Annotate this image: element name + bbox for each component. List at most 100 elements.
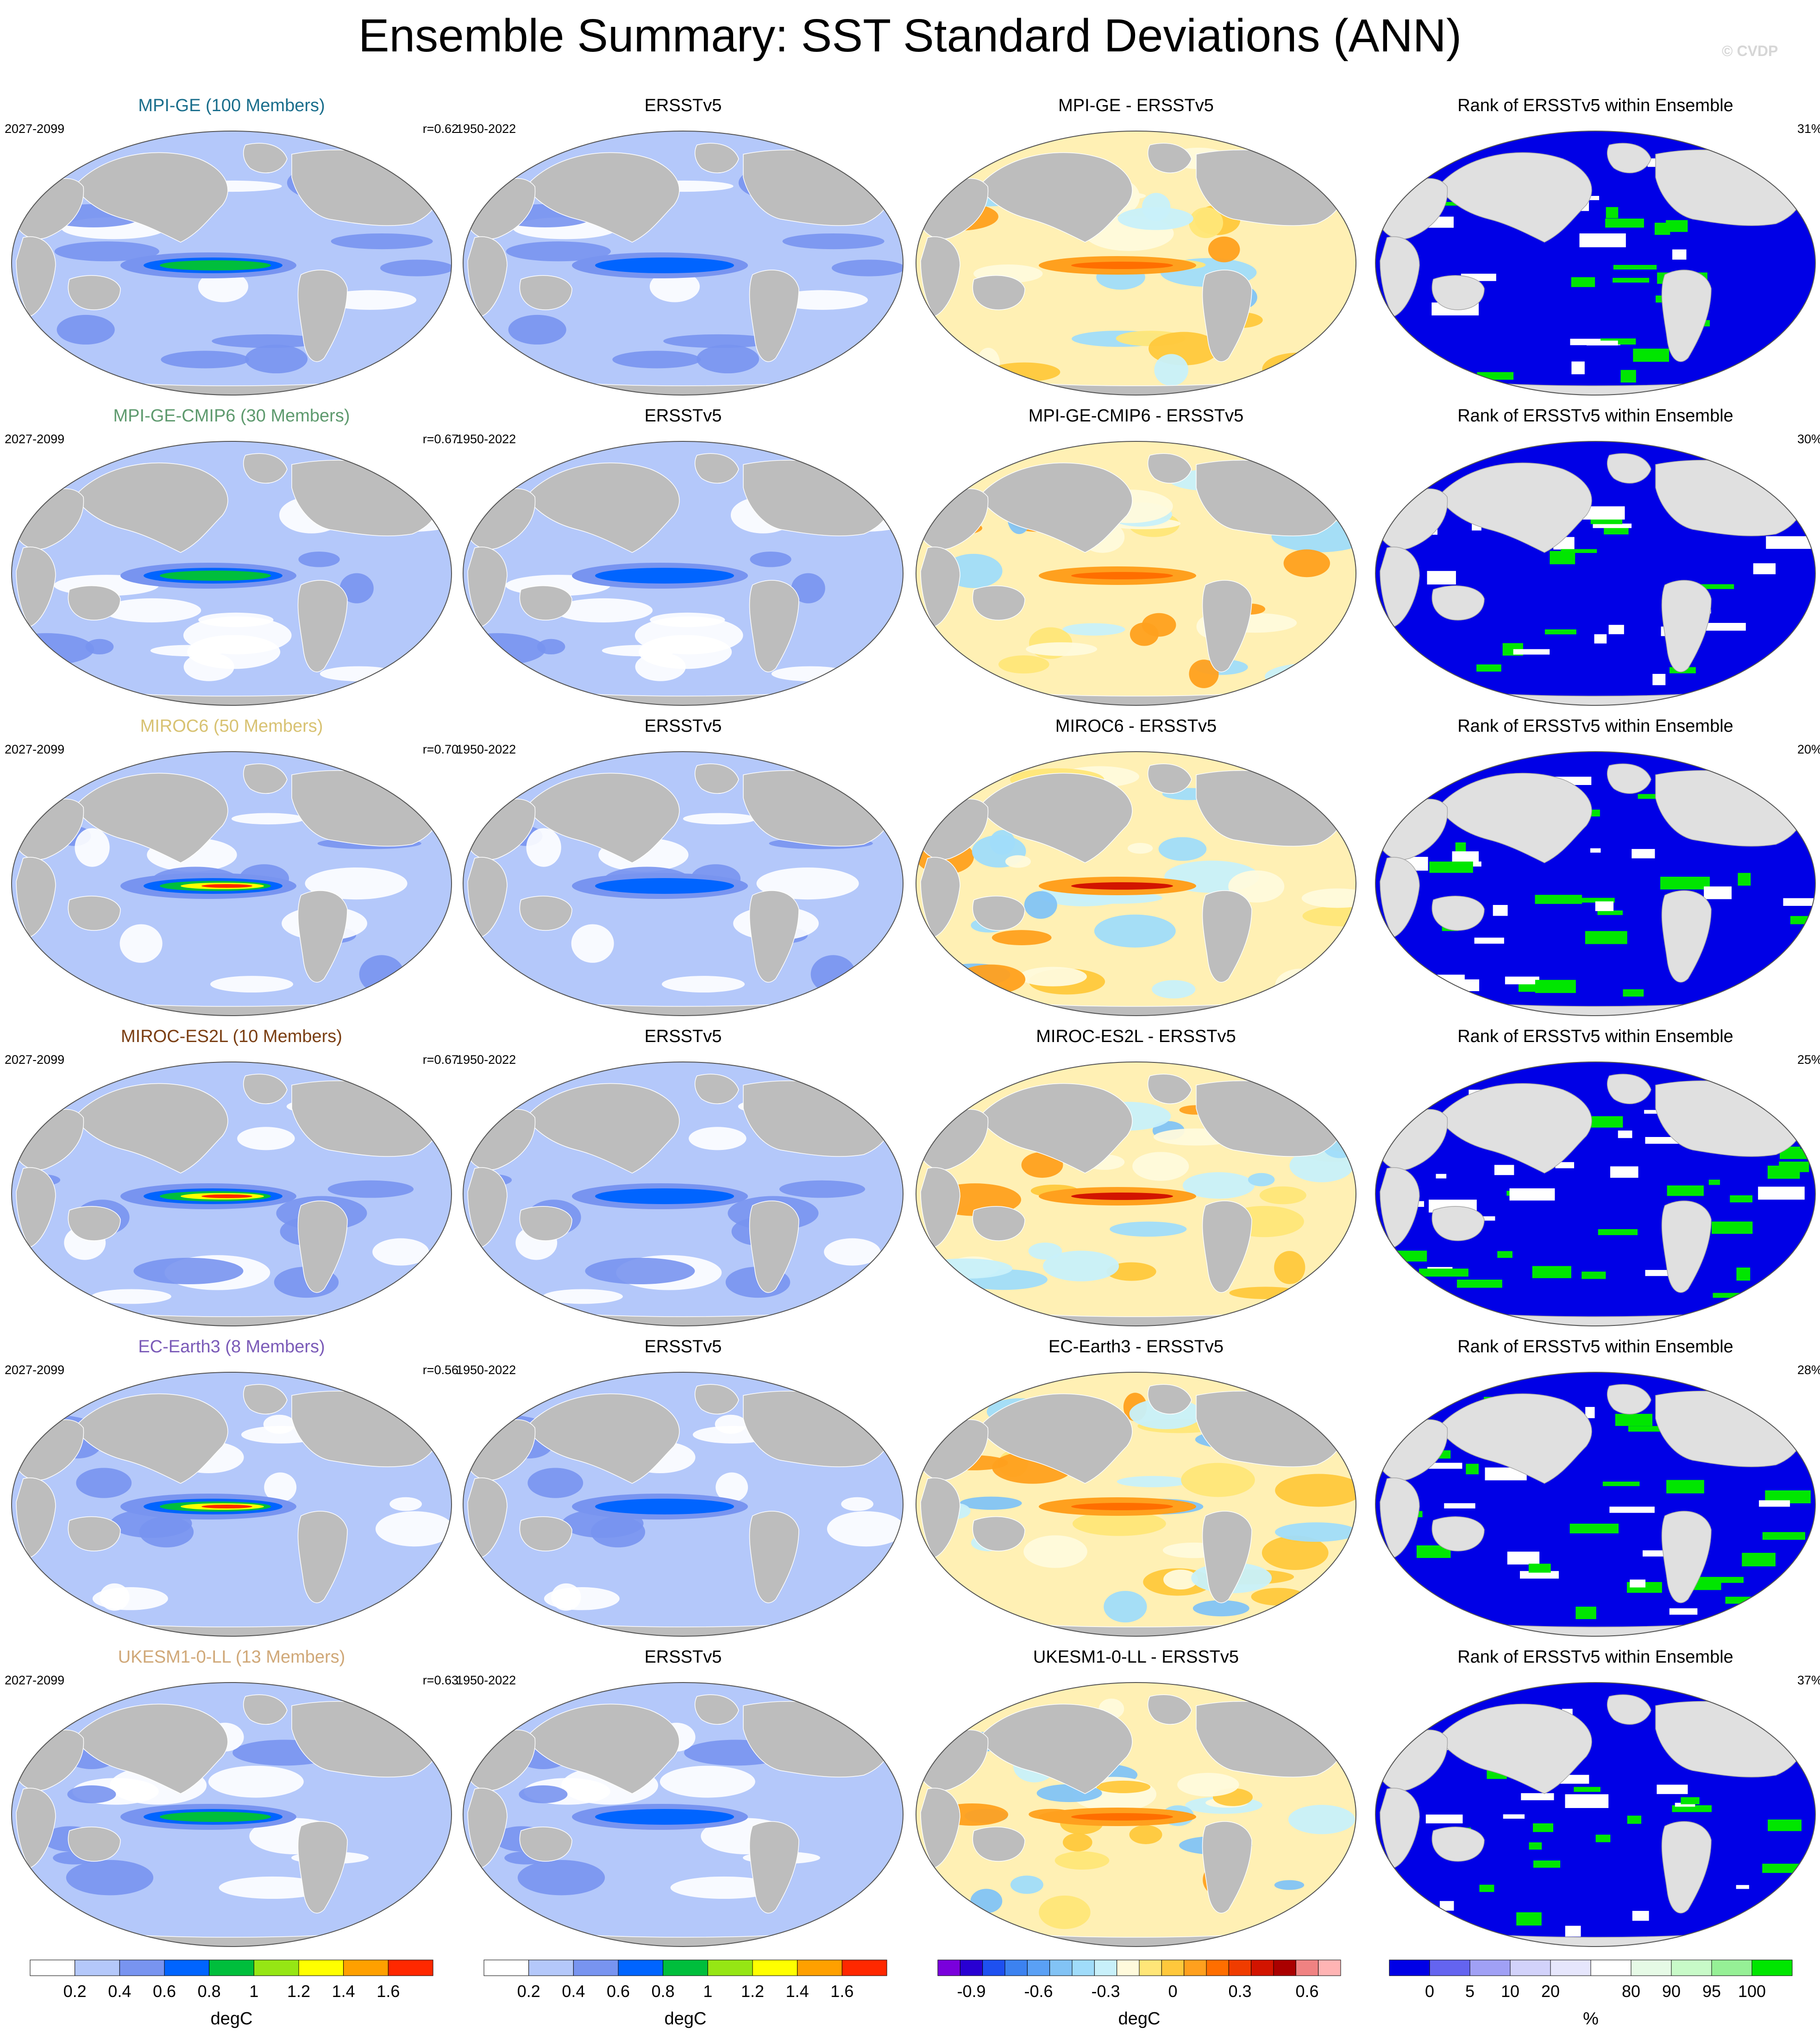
colorbar-swatch (1184, 1959, 1207, 1976)
period-label: 2027-2099 (5, 1053, 65, 1067)
map-panel-std: MIROC-ES2L (10 Members) 2027-2099 r=0.67 (5, 1026, 458, 1331)
land-mass (1202, 890, 1252, 983)
map-panel-std: MPI-GE (100 Members) 2027-2099 r=0.62 (5, 95, 458, 401)
land-mass (1437, 1083, 1592, 1174)
model-title: MIROC6 (50 Members) (140, 716, 323, 736)
period-label: 2027-2099 (5, 1363, 65, 1377)
model-title: MPI-GE (100 Members) (138, 96, 325, 115)
land-mass (1431, 1206, 1485, 1241)
land-mass (1147, 1694, 1192, 1725)
rank-title: Rank of ERSSTv5 within Ensemble (1457, 406, 1733, 426)
colorbar-swatch (1228, 1959, 1252, 1976)
colorbar: 0.2 0.4 0.6 0.8 1 1.2 1.4 1.6 degC (482, 1959, 889, 2028)
colorbar-tick-label: 0.8 (198, 1982, 221, 2001)
map-panel-diff: MPI-GE - ERSSTv5 (909, 95, 1363, 401)
map-panel-rank: Rank of ERSSTv5 within Ensemble 31% (1368, 95, 1820, 401)
map-panel-diff: UKESM1-0-LL - ERSSTv5 (909, 1646, 1363, 1952)
ocean-field (1375, 1683, 1815, 1947)
land-mass (525, 1703, 680, 1794)
land-mass (467, 1477, 508, 1558)
robinson-map (5, 1678, 458, 1951)
pattern-correlation: r=0.63 (422, 1673, 458, 1687)
colorbar-swatch (1004, 1959, 1028, 1976)
land-mass (525, 1393, 680, 1484)
period-label: 1950-2022 (456, 742, 516, 756)
colorbar-tick-label: 95 (1702, 1982, 1721, 2001)
pattern-correlation: r=0.67 (422, 1053, 458, 1067)
colorbar-swatch (1161, 1959, 1185, 1976)
colorbar-tick-label: 0.3 (1228, 1982, 1251, 2001)
land-mass (467, 236, 508, 317)
colorbar-unit: degC (1118, 2009, 1161, 2028)
robinson-map (909, 747, 1363, 1020)
land-mass (749, 890, 799, 983)
pattern-correlation: r=0.67 (422, 432, 458, 446)
land-mass (74, 152, 228, 243)
colorbar-tick-label: 1.6 (830, 1982, 854, 2001)
robinson-map (5, 747, 458, 1020)
land-mass (467, 1167, 508, 1248)
robinson-map (456, 747, 910, 1020)
colorbar-swatch (1469, 1959, 1511, 1976)
land-mass (16, 1167, 56, 1248)
land-mass (978, 1393, 1133, 1484)
land-mass (1431, 585, 1485, 621)
land-mass (1380, 857, 1420, 937)
land-mass (68, 275, 121, 310)
period-label: 1950-2022 (456, 1673, 516, 1687)
colorbar-swatch (752, 1959, 798, 1976)
colorbar: -0.9-0.6-0.300.30.60.9degC (935, 1959, 1343, 2028)
robinson-map (456, 1678, 910, 1951)
colorbar-tick-label: 1.4 (786, 1982, 809, 2001)
map-panel-std: MIROC6 (50 Members) 2027-2099 r=0.70 (5, 716, 458, 1021)
colorbar-swatch (164, 1959, 210, 1976)
land-mass (74, 1083, 228, 1174)
robinson-map (456, 1057, 910, 1331)
colorbar-swatch (1671, 1959, 1712, 1976)
land-mass (243, 1694, 288, 1725)
robinson-map (1368, 1368, 1820, 1641)
colorbar-swatch (960, 1959, 983, 1976)
period-label: 2027-2099 (5, 432, 65, 446)
diff-title: MPI-GE-CMIP6 - ERSSTv5 (1028, 406, 1244, 426)
robinson-map (5, 437, 458, 710)
land-mass (519, 275, 572, 310)
land-mass (920, 236, 960, 317)
robinson-map (909, 126, 1363, 400)
diff-title: EC-Earth3 - ERSSTv5 (1048, 1337, 1224, 1356)
land-mass (920, 546, 960, 627)
land-mass (920, 857, 960, 937)
diff-title: MPI-GE - ERSSTv5 (1058, 96, 1214, 115)
robinson-map (909, 1368, 1363, 1641)
colorbar-swatch (937, 1959, 960, 1976)
map-panel-diff: MIROC-ES2L - ERSSTv5 (909, 1026, 1363, 1331)
colorbar-tick-label: 100 (1738, 1982, 1766, 2001)
land-mass (68, 585, 121, 621)
ocean-field (1375, 131, 1815, 395)
land-mass (920, 1788, 960, 1868)
land-mass (694, 453, 739, 484)
colorbar-swatch (1751, 1959, 1793, 1976)
land-mass (1431, 1516, 1485, 1551)
land-mass (16, 236, 56, 317)
land-mass (1661, 890, 1712, 983)
colorbar-swatch (1251, 1959, 1274, 1976)
rank-percent: 25% (1797, 1053, 1820, 1067)
robinson-map (909, 437, 1363, 710)
land-mass (694, 1074, 739, 1105)
land-mass (74, 1393, 228, 1484)
land-mass (978, 462, 1133, 553)
colorbar-swatch (618, 1959, 664, 1976)
rank-title: Rank of ERSSTv5 within Ensemble (1457, 716, 1733, 736)
robinson-map (1368, 126, 1820, 400)
land-mass (68, 1827, 121, 1862)
land-mass (749, 270, 799, 362)
colorbar-unit: degC (210, 2009, 253, 2028)
rank-title: Rank of ERSSTv5 within Ensemble (1457, 1027, 1733, 1046)
robinson-map (456, 126, 910, 400)
rank-title: Rank of ERSSTv5 within Ensemble (1457, 1647, 1733, 1667)
colorbar-tick-label: 1.6 (377, 1982, 400, 2001)
land-mass (467, 857, 508, 937)
land-mass (1437, 1703, 1592, 1794)
colorbar-tick-label: 0.8 (652, 1982, 675, 2001)
